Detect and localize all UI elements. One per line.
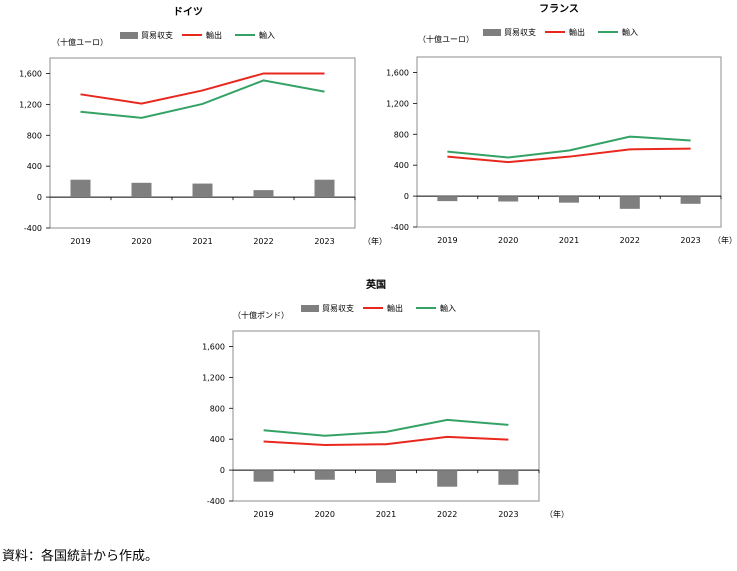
legend-label-balance: 貿易収支 [322,303,354,313]
x-tick-label: 2022 [437,510,457,519]
bar-trade-balance [376,470,396,483]
legend-label-imports: 輸入 [259,30,275,40]
line-imports [80,79,325,119]
x-tick-label: 2019 [253,510,273,519]
x-tick-label: 2022 [620,236,640,245]
x-tick-label: 2020 [498,236,518,245]
plot-frame [232,330,540,502]
y-tick-label: 1,200 [202,373,225,382]
x-unit-label: （年） [545,509,569,519]
line-exports [80,72,325,105]
y-tick-label: 400 [27,162,42,171]
bar-trade-balance [437,196,458,202]
bar-trade-balance [131,182,152,198]
chart-1: ドイツ （十億ユーロ） -400 0 400 800 1,200 1,600 2019 2020 2… [19,6,387,246]
bar-trade-balance [253,190,274,198]
x-tick-label: 2020 [131,237,151,246]
y-tick-label: 800 [210,404,225,413]
legend-label-balance: 貿易収支 [504,27,536,37]
x-tick-label: 2019 [437,236,457,245]
chart-title: フランス [539,3,579,15]
bar-trade-balance [437,470,458,487]
y-tick-label: 1,600 [202,342,225,351]
x-tick-label: 2021 [376,510,396,519]
bar-trade-balance [559,196,579,203]
legend-label-exports: 輸出 [206,30,222,40]
y-unit-label: （十億ユーロ） [52,37,108,47]
x-unit-label: （年） [713,235,737,245]
plot-frame [49,57,356,229]
source-note: 資料：各国統計から作成。 [2,549,159,564]
y-tick-label: 1,600 [386,68,409,77]
bar-trade-balance [314,179,335,198]
legend-swatch-balance [301,305,319,312]
y-tick-label: 800 [394,130,409,139]
chart-2: フランス （十億ユーロ） -400 0 400 800 1,200 1,600 2019 2020… [386,3,737,245]
x-tick-label: 2019 [70,237,90,246]
bar-trade-balance [498,470,519,485]
y-tick-label: 400 [210,435,225,444]
y-tick-label: -400 [391,223,409,232]
x-tick-label: 2022 [253,237,273,246]
legend-swatch-balance [483,29,501,36]
legend-label-imports: 輸入 [440,303,456,313]
x-tick-label: 2020 [315,510,335,519]
line-exports [447,147,691,164]
bar-trade-balance [680,196,701,204]
y-tick-label: 1,200 [386,99,409,108]
legend-swatch-balance [120,32,138,39]
legend-label-exports: 輸出 [387,303,403,313]
y-tick-label: 1,600 [19,69,42,78]
bar-trade-balance [314,470,335,480]
y-tick-label: 0 [404,192,409,201]
y-tick-label: -400 [207,497,225,506]
y-tick-label: -400 [24,224,42,233]
chart-title: 英国 [365,278,386,291]
x-tick-label: 2023 [498,510,518,519]
line-imports [447,135,691,159]
x-tick-label: 2023 [680,236,700,245]
legend-label-balance: 貿易収支 [141,30,173,40]
y-tick-label: 800 [27,131,42,140]
y-tick-label: 0 [37,193,42,202]
bar-trade-balance [498,196,519,202]
x-tick-label: 2023 [314,237,334,246]
bar-trade-balance [253,470,274,482]
bar-trade-balance [619,196,640,209]
y-tick-label: 0 [220,466,225,475]
y-tick-label: 1,200 [19,100,42,109]
chart-title: ドイツ [173,6,203,18]
line-exports [263,435,509,446]
x-unit-label: （年） [363,236,387,246]
y-tick-label: 400 [394,161,409,170]
legend-label-exports: 輸出 [569,27,585,37]
y-unit-label: （十億ユーロ） [418,34,474,44]
bar-trade-balance [192,183,213,198]
x-tick-label: 2021 [192,237,212,246]
bar-trade-balance [70,179,91,198]
y-unit-label: （十億ポンド） [233,310,289,320]
chart-3: 英国 （十億ポンド） -400 0 400 800 1,200 1,600 2019 2020 20… [202,278,569,519]
line-imports [263,418,509,437]
plot-frame [416,56,722,228]
x-tick-label: 2021 [559,236,579,245]
legend-label-imports: 輸入 [622,27,638,37]
